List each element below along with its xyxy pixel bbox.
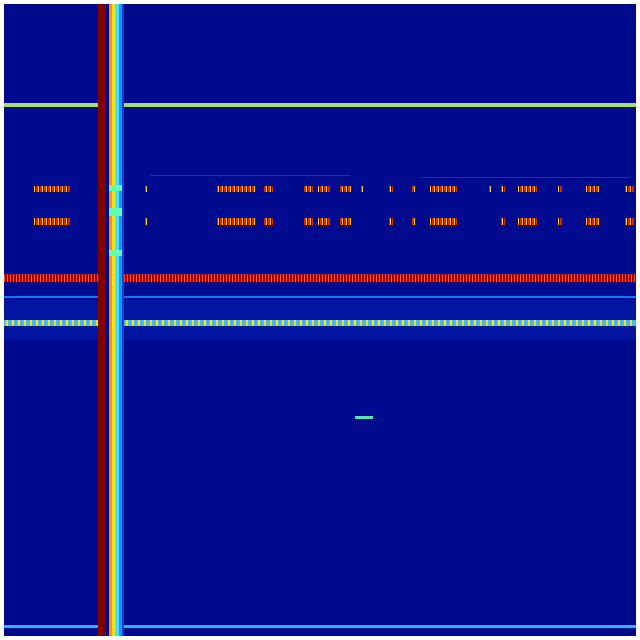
blue-line: [4, 296, 636, 298]
vertical-bands: [98, 4, 124, 636]
red-band: [4, 274, 636, 282]
bottom-line: [4, 625, 636, 628]
dash-clusters: [34, 175, 634, 256]
green-line: [4, 103, 636, 107]
blip: [355, 416, 373, 419]
mixed-band: [4, 320, 636, 326]
